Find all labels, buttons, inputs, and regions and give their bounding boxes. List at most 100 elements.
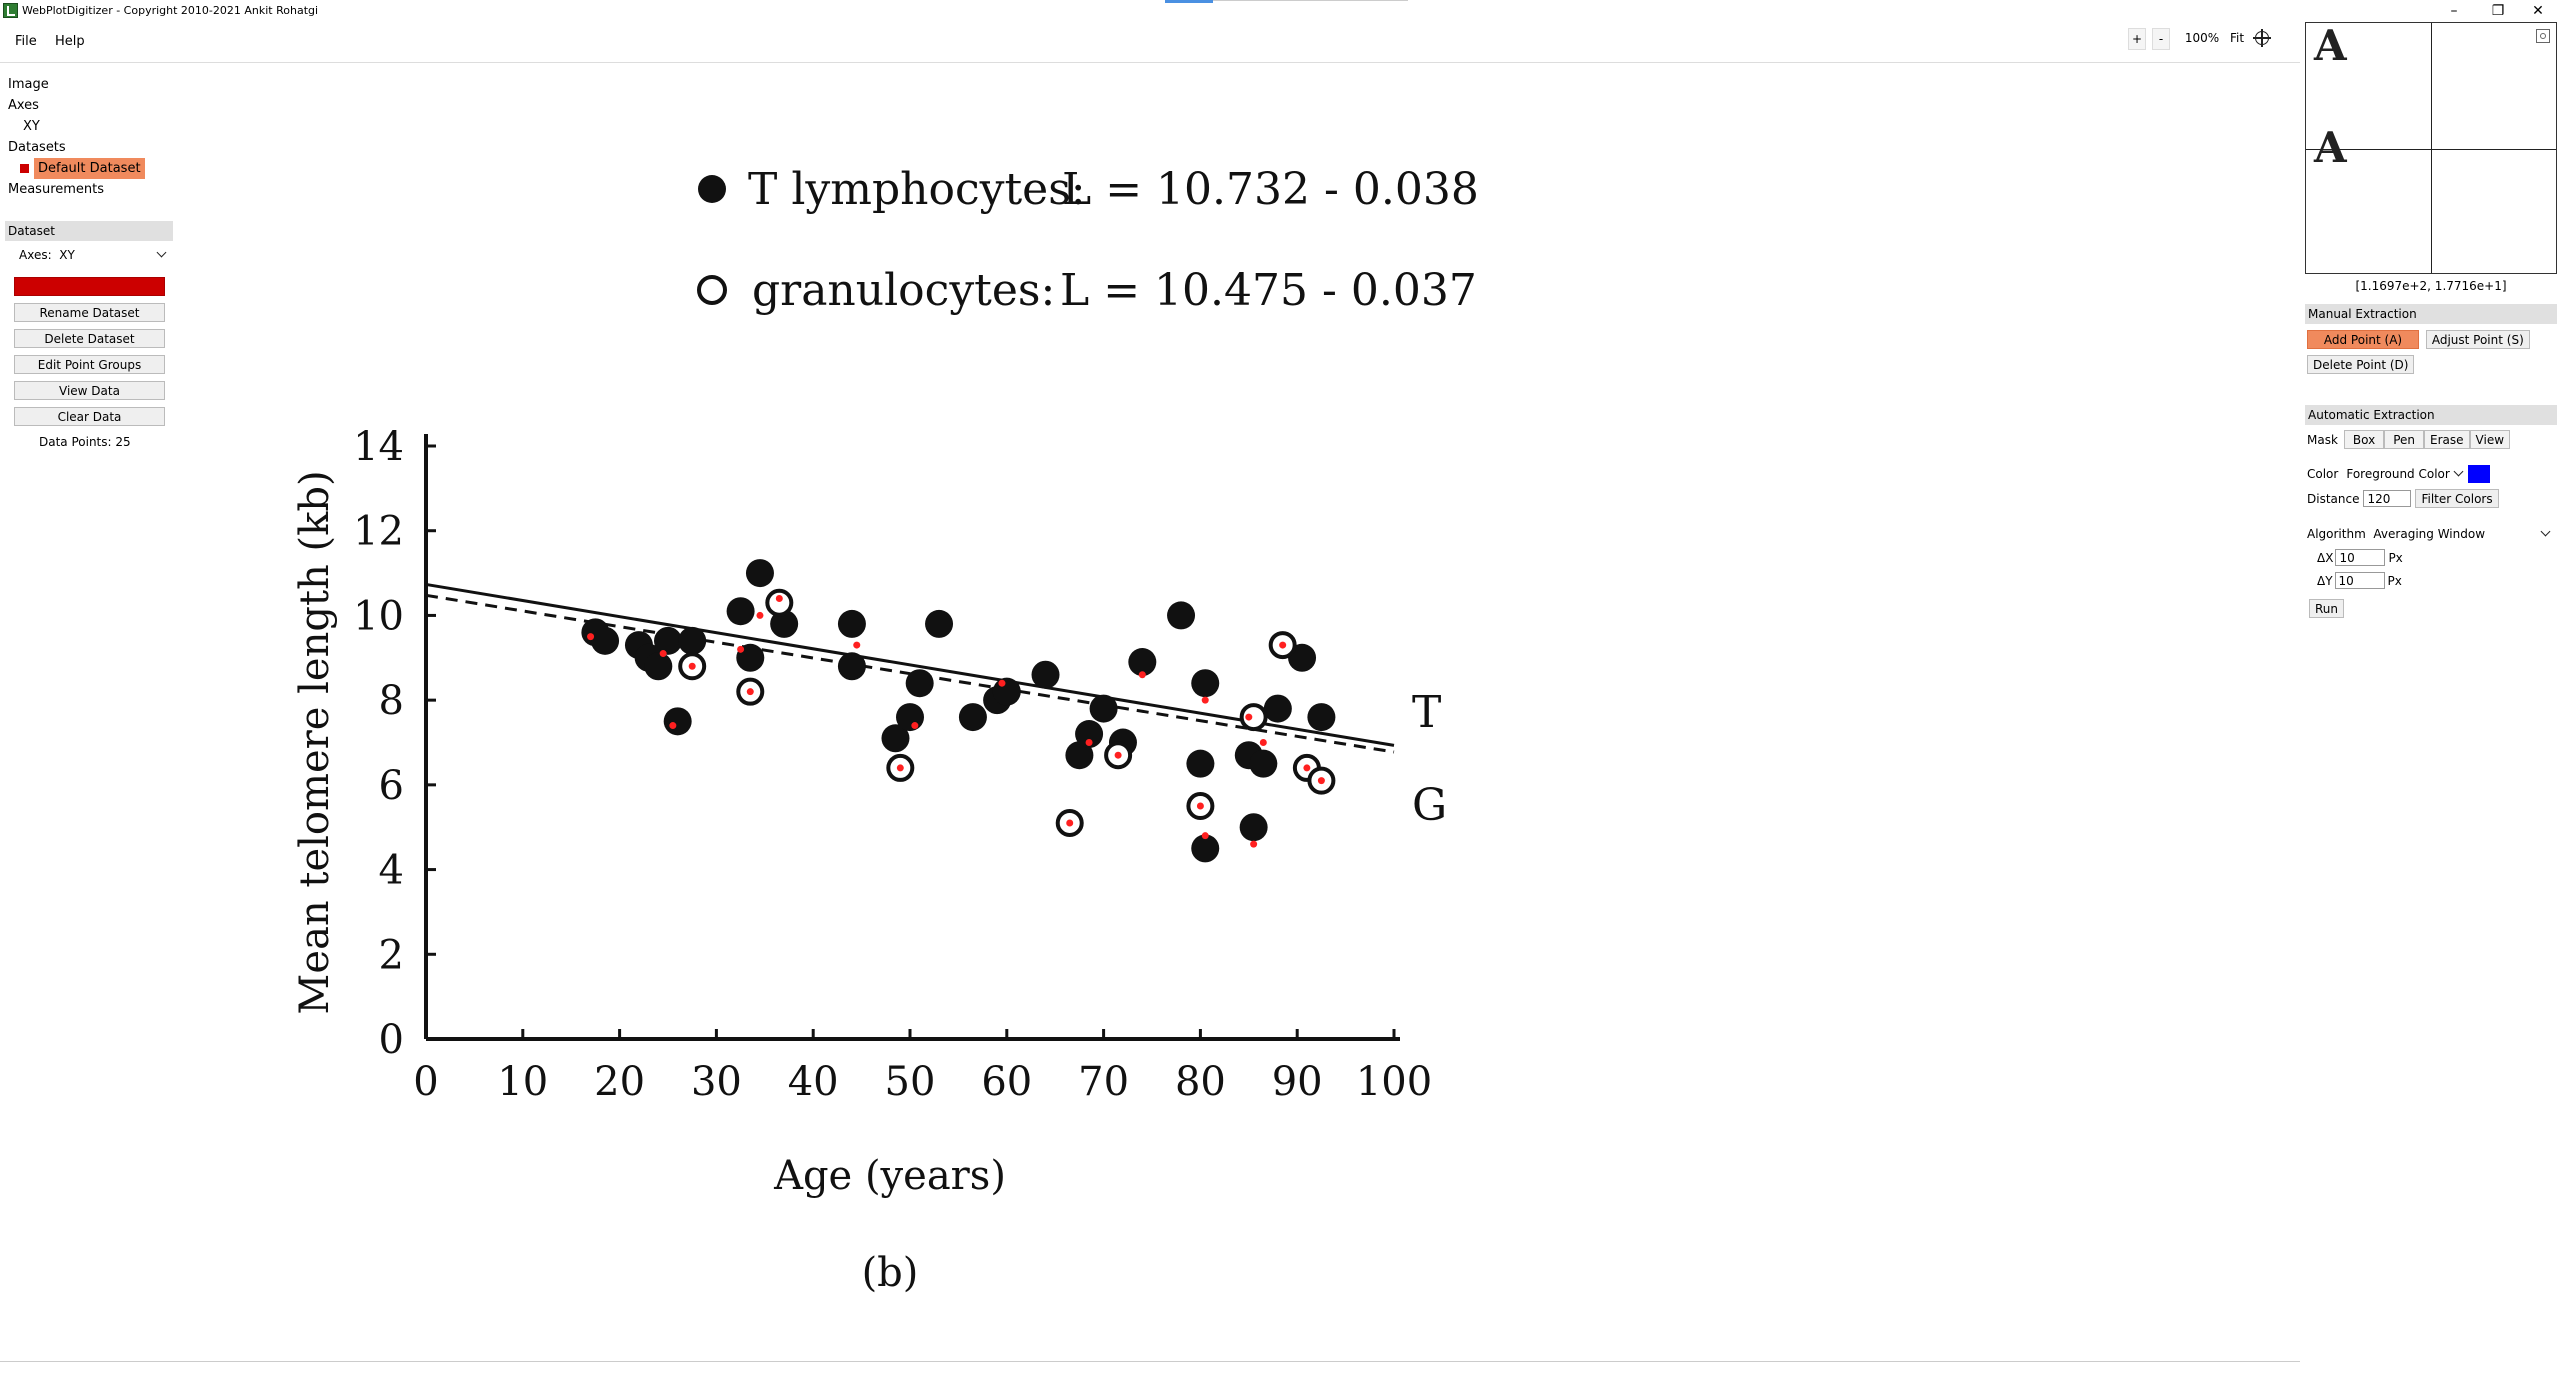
zoom-crosshair-horizontal (2306, 149, 2556, 150)
y-tick-label: 0 (379, 1017, 404, 1063)
x-tick-label: 50 (885, 1059, 936, 1105)
digitized-point (746, 688, 754, 696)
tree-item-image[interactable]: Image (8, 77, 49, 92)
legend-marker-filled (698, 175, 726, 203)
crosshair-icon[interactable] (2253, 29, 2271, 47)
tree-item-axes-xy[interactable]: XY (23, 119, 40, 134)
menu-help[interactable]: Help (55, 34, 85, 49)
restore-button[interactable]: ❐ (2491, 3, 2505, 19)
adjust-point-button[interactable]: Adjust Point (S) (2425, 330, 2530, 349)
tree-item-axes[interactable]: Axes (8, 98, 39, 113)
legend-t-label: T lymphocytes: (748, 164, 1086, 215)
zoom-glyph-mid: A (2314, 123, 2347, 172)
view-data-button[interactable]: View Data (14, 381, 165, 400)
edit-point-groups-button[interactable]: Edit Point Groups (14, 355, 165, 374)
tab-indicator (1165, 0, 1213, 3)
marker-t-lymphocyte (1191, 834, 1220, 863)
rename-dataset-button[interactable]: Rename Dataset (14, 303, 165, 322)
minimize-button[interactable]: – (2450, 3, 2458, 19)
marker-t-lymphocyte (1191, 669, 1220, 698)
digitized-point (1085, 739, 1093, 746)
add-point-button[interactable]: Add Point (A) (2307, 330, 2419, 349)
mask-erase-button[interactable]: Erase (2424, 430, 2470, 449)
marker-t-lymphocyte (1031, 660, 1060, 689)
line-label-g: G (1412, 780, 1447, 831)
foreground-color-swatch[interactable] (2467, 465, 2490, 483)
zoom-settings-icon[interactable] (2536, 29, 2550, 43)
y-tick-label: 14 (353, 424, 404, 470)
mask-view-button[interactable]: View (2469, 430, 2511, 449)
chevron-down-icon[interactable] (2540, 526, 2551, 536)
y-tick-label: 4 (379, 848, 404, 894)
clear-data-button[interactable]: Clear Data (14, 407, 165, 426)
plot-image[interactable]: T lymphocytes: L = 10.732 - 0.038 A gran… (240, 64, 1526, 1324)
tab-indicator-track (1213, 0, 1408, 1)
legend-g-equation: L = 10.475 - 0.037 A (1060, 265, 1480, 316)
marker-t-lymphocyte (905, 669, 934, 698)
line-label-t: T (1412, 687, 1441, 738)
digitized-point (1138, 671, 1146, 679)
zoom-out-button[interactable]: - (2152, 28, 2170, 50)
digitized-point (587, 633, 595, 641)
digitized-point (737, 645, 745, 653)
digitized-point (1066, 819, 1074, 827)
tree-item-measurements[interactable]: Measurements (8, 182, 105, 197)
color-mode-value: Foreground Color (2346, 467, 2450, 481)
marker-t-lymphocyte (1167, 601, 1196, 630)
digitized-point (1317, 777, 1325, 785)
digitized-point (659, 650, 667, 658)
window-title: WebPlotDigitizer - Copyright 2010-2021 A… (22, 4, 319, 17)
x-tick-label: 20 (594, 1059, 645, 1105)
x-tick-label: 80 (1175, 1059, 1226, 1105)
display-color-button[interactable]: Display Color (14, 277, 165, 296)
chart-legend: T lymphocytes: L = 10.732 - 0.038 A gran… (697, 164, 1526, 316)
regression-line-t (425, 582, 1395, 747)
toolbar-divider (0, 62, 2300, 63)
marker-t-lymphocyte (678, 626, 707, 655)
delete-point-button[interactable]: Delete Point (D) (2307, 355, 2415, 374)
dx-input[interactable]: 10 (2335, 549, 2386, 566)
mask-label: Mask (2307, 432, 2338, 447)
y-axis-label: Mean telomere length (kb) (292, 470, 338, 1014)
algorithm-select[interactable]: Averaging Window (2373, 527, 2486, 541)
manual-extraction-header: Manual Extraction (2305, 304, 2557, 324)
tree-item-datasets[interactable]: Datasets (8, 140, 66, 155)
close-button[interactable]: ✕ (2532, 3, 2544, 19)
mask-box-button[interactable]: Box (2343, 430, 2385, 449)
zoom-preview: A A (2305, 22, 2557, 274)
x-tick-label: 60 (981, 1059, 1032, 1105)
menu-file[interactable]: File (15, 34, 37, 49)
marker-granulocyte (765, 588, 794, 617)
filter-colors-button[interactable]: Filter Colors (2415, 489, 2499, 508)
zoom-crosshair-vertical (2431, 23, 2432, 273)
dx-unit: Px (2388, 550, 2403, 565)
digitized-point (896, 764, 904, 772)
digitized-point (1250, 840, 1258, 848)
color-mode-select[interactable]: Foreground Color (2346, 466, 2464, 481)
marker-t-lymphocyte (1186, 749, 1215, 778)
dy-unit: Px (2387, 573, 2402, 588)
zoom-fit-button[interactable]: Fit (2229, 31, 2245, 45)
title-bar: WebPlotDigitizer - Copyright 2010-2021 A… (0, 0, 2560, 22)
zoom-in-button[interactable]: + (2128, 28, 2146, 50)
run-button[interactable]: Run (2309, 599, 2345, 618)
plot-canvas[interactable]: T lymphocytes: L = 10.732 - 0.038 A gran… (240, 64, 2300, 1364)
color-label: Color (2307, 467, 2339, 481)
mask-pen-button[interactable]: Pen (2384, 430, 2425, 449)
marker-t-lymphocyte (992, 677, 1021, 706)
marker-t-lymphocyte (881, 724, 910, 753)
axes-select[interactable]: Axes: XY (5, 241, 173, 265)
x-tick-label: 0 (413, 1059, 438, 1105)
dx-label: ΔX (2317, 550, 2334, 565)
digitized-points (587, 594, 1325, 848)
x-tick-label: 40 (788, 1059, 839, 1105)
distance-input[interactable]: 120 (2363, 490, 2412, 507)
x-tick-label: 90 (1272, 1059, 1323, 1105)
dy-input[interactable]: 10 (2334, 572, 2385, 589)
marker-t-lymphocyte (745, 559, 774, 588)
digitized-point (1201, 832, 1209, 840)
tree-item-default-dataset[interactable]: Default Dataset (8, 158, 145, 179)
delete-dataset-button[interactable]: Delete Dataset (14, 329, 165, 348)
marker-t-lymphocyte (654, 626, 682, 655)
marker-t-lymphocyte (1075, 720, 1104, 749)
